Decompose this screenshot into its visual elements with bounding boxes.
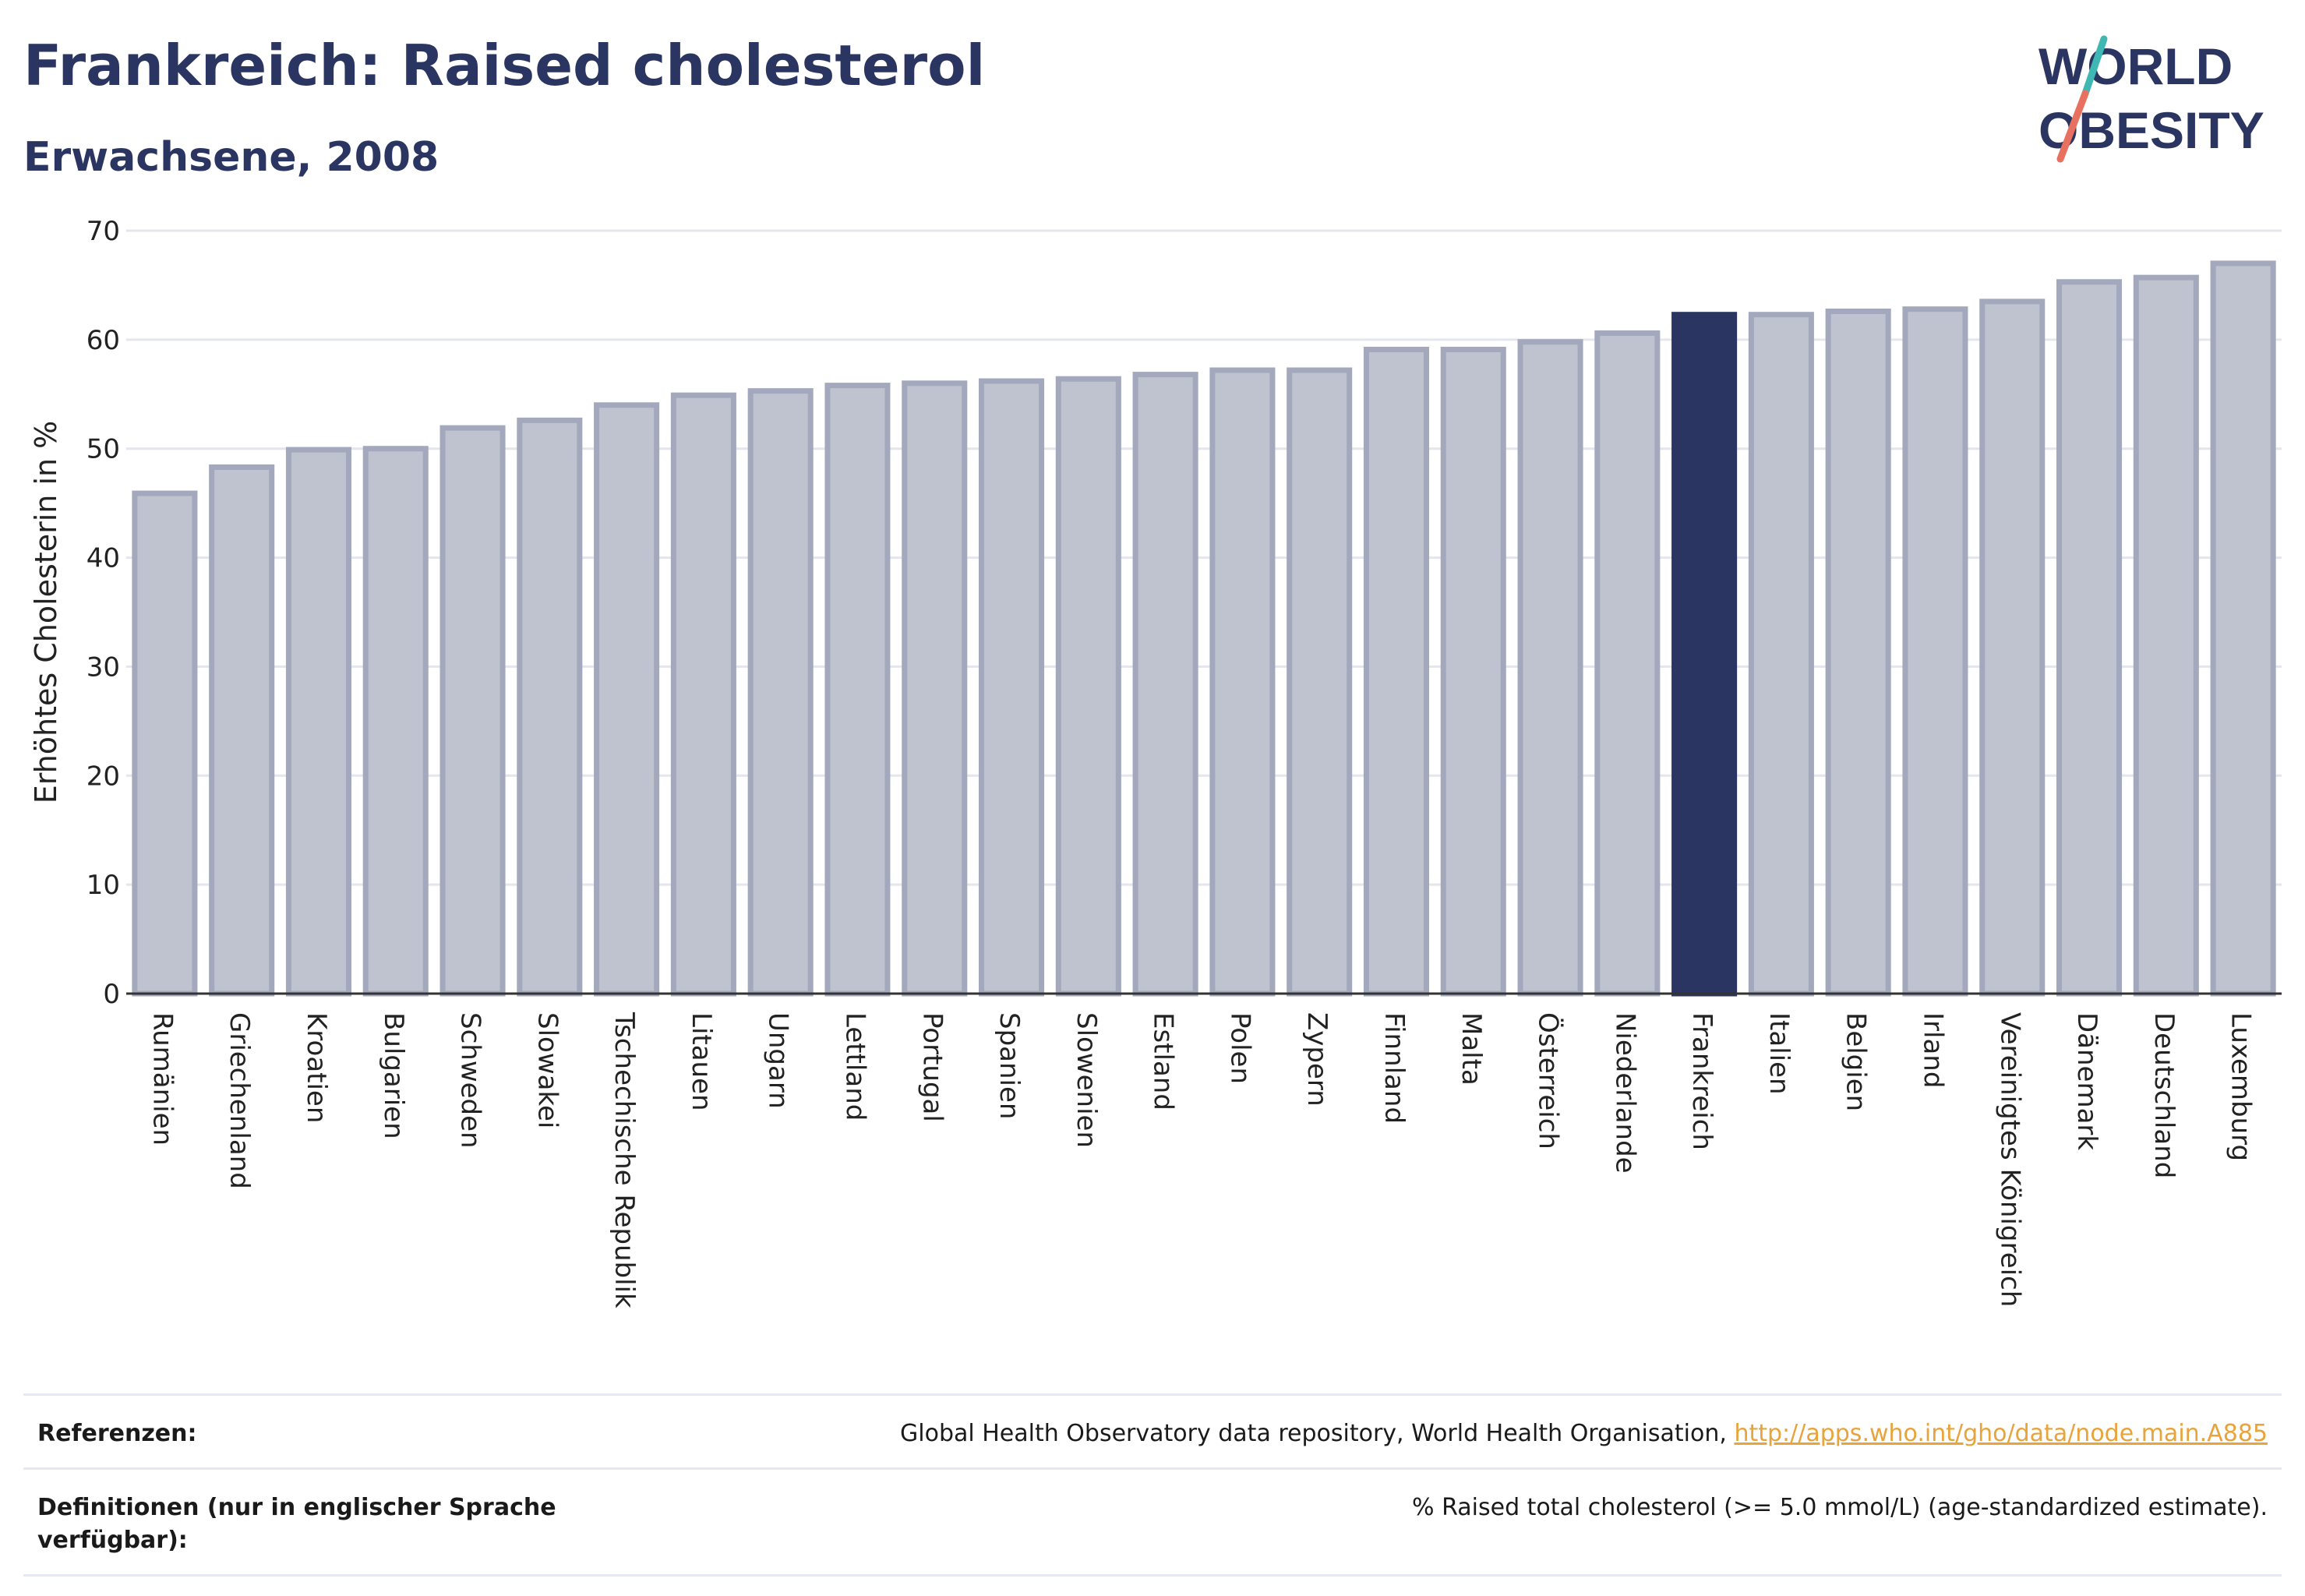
bar	[1132, 372, 1198, 997]
y-tick-label: 20	[86, 761, 120, 792]
page-subtitle: Erwachsene, 2008	[23, 134, 439, 181]
bar	[979, 378, 1045, 997]
bar	[285, 447, 351, 997]
x-tick-label: Polen	[1224, 1012, 1255, 1084]
bar	[1517, 339, 1583, 997]
bar	[670, 392, 736, 997]
x-tick-label: Spanien	[994, 1012, 1025, 1119]
bar	[1209, 367, 1276, 997]
y-axis-label: Erhöhtes Cholesterin in %	[29, 421, 63, 804]
definitions-value: % Raised total cholesterol (>= 5.0 mmol/…	[1412, 1494, 2268, 1521]
x-tick-label: Ungarn	[763, 1012, 794, 1109]
world-obesity-logo: WORLD OBESITY	[2038, 35, 2264, 163]
x-tick-label: Niederlande	[1609, 1012, 1640, 1174]
svg-text:WORLD: WORLD	[2038, 37, 2233, 95]
x-tick-label: Litauen	[686, 1012, 717, 1111]
x-tick-label: Irland	[1917, 1012, 1948, 1088]
x-tick-label: Bulgarien	[378, 1012, 409, 1139]
x-tick-label: Rumänien	[146, 1012, 178, 1146]
references-row: Referenzen: Global Health Observatory da…	[23, 1393, 2282, 1467]
y-tick-label: 0	[103, 979, 120, 1010]
bar	[362, 446, 429, 997]
x-tick-label: Slowenien	[1071, 1012, 1102, 1148]
x-tick-label: Portugal	[916, 1012, 948, 1122]
x-tick-label: Finnland	[1378, 1012, 1410, 1124]
bar	[1979, 298, 2046, 997]
bar	[2133, 274, 2199, 997]
x-tick-label: Schweden	[455, 1012, 486, 1149]
bar	[1825, 308, 1891, 997]
bar	[1440, 346, 1506, 997]
bar	[209, 464, 275, 997]
bar	[1594, 330, 1661, 997]
bar-chart: 0 10 20 30 40 50 60 70 Erhöhtes Cholesterin in %…	[29, 216, 2282, 1308]
y-tick-label: 60	[86, 325, 120, 356]
x-tick-label: Zypern	[1301, 1012, 1333, 1107]
x-tick-label: Vereinigtes Königreich	[1994, 1012, 2025, 1307]
x-tick-label: Lettland	[839, 1012, 870, 1121]
bar	[1748, 312, 1814, 997]
bar	[1287, 367, 1353, 997]
bar	[439, 425, 506, 997]
x-tick-label: Belgien	[1841, 1012, 1872, 1111]
references-link[interactable]: http://apps.who.int/gho/data/node.main.A…	[1734, 1420, 2268, 1447]
bar	[1055, 376, 1121, 997]
x-tick-label: Slowakei	[531, 1012, 563, 1128]
bar	[2210, 260, 2276, 997]
page-title: Frankreich: Raised cholesterol	[23, 33, 986, 98]
bar	[902, 380, 968, 997]
x-tick-label: Österreich	[1533, 1012, 1565, 1149]
x-tick-label: Frankreich	[1686, 1012, 1717, 1150]
y-tick-label: 40	[86, 543, 120, 574]
bar	[594, 402, 660, 997]
y-tick-label: 50	[86, 434, 120, 465]
y-tick-label: 10	[86, 870, 120, 901]
bar	[2056, 279, 2123, 997]
x-tick-label: Italien	[1763, 1012, 1795, 1095]
bar	[132, 490, 198, 997]
bar	[1902, 306, 1968, 997]
y-tick-label: 70	[86, 216, 120, 247]
references-table: Referenzen: Global Health Observatory da…	[23, 1393, 2282, 1577]
y-tick-label: 30	[86, 651, 120, 683]
references-value: Global Health Observatory data repositor…	[900, 1418, 2268, 1450]
bar	[824, 383, 891, 997]
references-text: Global Health Observatory data repositor…	[900, 1420, 1735, 1447]
references-label: Referenzen:	[37, 1420, 197, 1447]
definitions-row: Definitionen (nur in englischer Sprache …	[23, 1467, 2282, 1577]
x-tick-label: Tschechische Republik	[609, 1012, 640, 1308]
x-tick-label: Deutschland	[2148, 1012, 2180, 1178]
x-tick-label: Dänemark	[2071, 1012, 2102, 1150]
bar	[1671, 312, 1738, 997]
x-tick-label: Griechenland	[224, 1012, 255, 1189]
x-tick-label: Malta	[1456, 1012, 1487, 1086]
x-tick-label: Luxemburg	[2226, 1012, 2257, 1161]
bar	[1363, 346, 1429, 997]
bar	[517, 417, 583, 997]
x-tick-label: Estland	[1148, 1012, 1179, 1110]
bar	[747, 388, 814, 997]
x-tick-label: Kroatien	[301, 1012, 332, 1123]
definitions-label: Definitionen (nur in englischer Sprache …	[37, 1494, 556, 1554]
